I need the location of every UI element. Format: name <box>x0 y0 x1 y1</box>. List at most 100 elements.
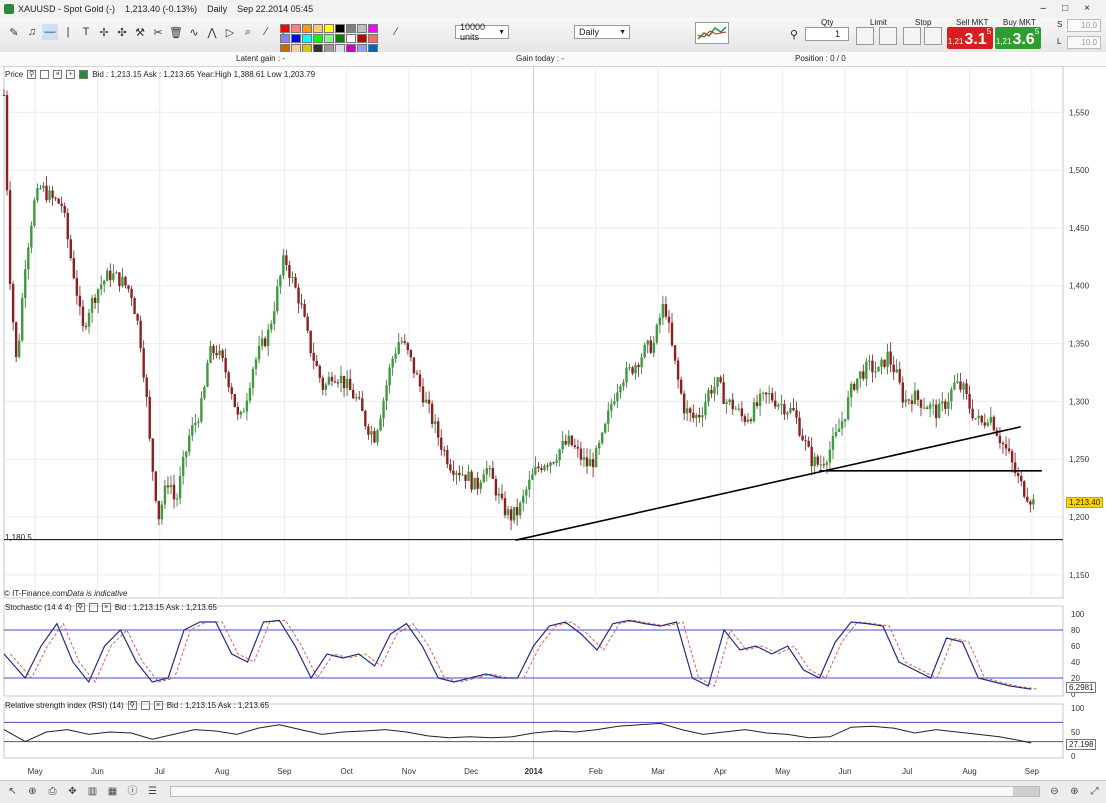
candle-body <box>96 289 100 303</box>
zoom-in-icon[interactable]: ⊕ <box>28 786 37 797</box>
fullscreen-icon[interactable]: ⤢ <box>1090 786 1099 797</box>
qty-input[interactable]: 1 <box>805 27 849 41</box>
bars-icon[interactable]: ▥ <box>87 786 98 797</box>
candle-body <box>840 421 844 429</box>
candle-body <box>318 365 321 378</box>
window-icon[interactable] <box>40 69 50 79</box>
vertical-line-icon[interactable]: | <box>66 26 70 38</box>
stop-sell-button[interactable] <box>924 27 942 45</box>
color-swatch[interactable] <box>368 24 378 33</box>
color-swatch[interactable] <box>291 34 301 43</box>
text-icon[interactable]: T <box>82 26 90 38</box>
close-pane-icon[interactable]: × <box>101 602 111 612</box>
print-icon[interactable]: ⎙ <box>48 786 57 797</box>
tools-icon[interactable]: ✂ <box>153 26 163 39</box>
color-swatch[interactable] <box>302 34 312 43</box>
hammer-icon[interactable]: ⚒ <box>135 26 145 39</box>
wrench-icon[interactable]: ⚲ <box>75 602 85 612</box>
candle-body <box>628 367 631 369</box>
units-select[interactable]: 10000 units ▼ <box>455 22 509 42</box>
candle-body <box>482 474 485 483</box>
bell-icon[interactable]: ♫ <box>27 26 37 38</box>
candle-body <box>503 498 507 516</box>
color-swatch[interactable] <box>280 24 290 33</box>
triangle-icon[interactable]: ▷ <box>225 26 235 39</box>
color-swatch[interactable] <box>357 24 367 33</box>
wrench-icon[interactable]: ⚲ <box>127 700 137 710</box>
color-swatch[interactable] <box>324 34 334 43</box>
close-icon[interactable]: × <box>1084 3 1090 14</box>
color-swatch[interactable] <box>368 34 378 43</box>
wave-icon[interactable]: ∿ <box>189 26 199 39</box>
candle-body <box>515 507 519 516</box>
candle-body <box>622 382 625 387</box>
color-swatch[interactable] <box>335 34 345 43</box>
settings-icon[interactable] <box>79 69 89 79</box>
color-swatch[interactable] <box>291 24 301 33</box>
stop-buy-button[interactable] <box>903 27 921 45</box>
limit-buy-button[interactable] <box>856 27 874 45</box>
fibonacci-icon[interactable]: ✣ <box>117 26 127 39</box>
window-icon[interactable] <box>88 602 98 612</box>
chart-area[interactable]: 1,550 1,500 1,450 1,400 1,350 1,300 1,250 1,200… <box>0 66 1106 780</box>
s-input[interactable]: 10.0 <box>1067 19 1101 32</box>
candle-body <box>898 369 901 383</box>
color-swatch[interactable] <box>313 34 323 43</box>
list-icon[interactable]: ☰ <box>148 786 157 797</box>
x-tick-label: Mar <box>651 767 665 776</box>
scrollbar[interactable] <box>170 786 1040 797</box>
buy-mkt-button[interactable]: 1,21 3.6 5 <box>995 27 1041 49</box>
close-pane-icon[interactable]: × <box>153 700 163 710</box>
candle-body <box>139 320 142 349</box>
candle-body <box>84 325 88 327</box>
candle-body <box>764 392 768 395</box>
candle-body <box>491 468 495 479</box>
sell-mkt-button[interactable]: 1,21 3.1 5 <box>947 27 993 49</box>
color-swatch[interactable] <box>346 24 356 33</box>
add-icon[interactable]: + <box>66 69 76 79</box>
interval-select[interactable]: Daily ▼ <box>574 25 630 39</box>
pointer-icon[interactable]: ↖ <box>8 786 17 797</box>
pencil-icon[interactable]: ⁄ <box>395 26 397 38</box>
window-icon[interactable] <box>140 700 150 710</box>
move-icon[interactable]: ✥ <box>68 786 77 797</box>
candle-body <box>276 286 279 312</box>
candle-body <box>449 464 452 471</box>
color-swatch[interactable] <box>302 24 312 33</box>
color-swatch[interactable] <box>313 24 323 33</box>
candle-body <box>810 446 813 467</box>
x-tick-label: 2014 <box>525 767 543 776</box>
stochastic-plot: 100 80 60 40 20 0 <box>3 610 1085 699</box>
color-swatch[interactable] <box>335 24 345 33</box>
color-swatch[interactable] <box>324 24 334 33</box>
indicators-button[interactable] <box>695 22 729 44</box>
info-icon[interactable]: ⓘ <box>127 786 138 797</box>
candle-body <box>14 322 18 357</box>
trash-icon[interactable]: 🗑 <box>169 26 183 39</box>
close-pane-icon[interactable]: × <box>53 69 63 79</box>
candle-body <box>667 316 671 323</box>
color-swatch[interactable] <box>346 34 356 43</box>
maximize-icon[interactable]: □ <box>1062 3 1069 14</box>
channel-icon[interactable]: ⋀ <box>207 26 217 39</box>
wrench-icon[interactable]: ⚲ <box>27 69 37 79</box>
l-input[interactable]: 10.0 <box>1067 36 1101 49</box>
grid-icon[interactable]: ▦ <box>107 786 118 797</box>
candle-body <box>297 287 300 304</box>
limit-sell-button[interactable] <box>879 27 897 45</box>
zoom-out-icon[interactable]: ⊖ <box>1050 786 1059 797</box>
current-price-title: 1,213.40 (-0.13%) <box>125 4 198 14</box>
minimize-icon[interactable]: – <box>1040 3 1047 14</box>
scroll-thumb[interactable] <box>1013 787 1039 796</box>
ruler-icon[interactable]: ✎ <box>9 26 19 39</box>
color-swatch[interactable] <box>280 34 290 43</box>
crosshair-icon[interactable]: ✢ <box>99 26 109 39</box>
trendline-icon[interactable]: ⁄ <box>265 26 267 38</box>
wrench-icon[interactable]: ⚲ <box>790 29 799 41</box>
horizontal-line-icon[interactable]: — <box>42 24 58 40</box>
zoom-icon[interactable]: ⌕ <box>244 25 252 38</box>
candle-body <box>698 414 701 418</box>
color-swatch[interactable] <box>357 34 367 43</box>
zoom-fit-icon[interactable]: ⊕ <box>1070 786 1079 797</box>
candle-body <box>103 280 106 285</box>
